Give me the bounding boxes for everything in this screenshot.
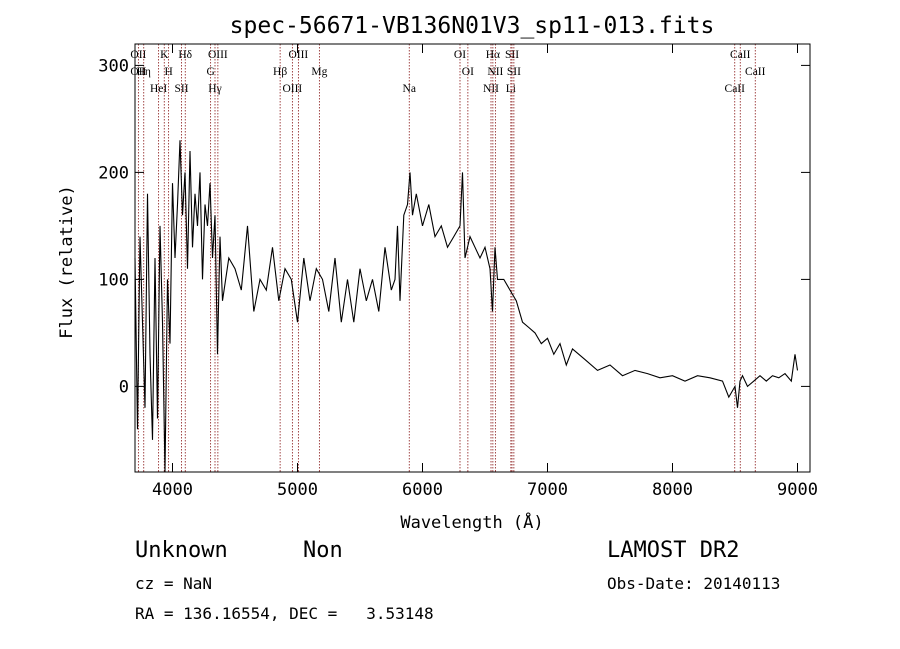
line-marker-label: OII (130, 66, 146, 78)
line-marker-label: Mg (311, 66, 327, 78)
x-axis-ticks: 4000 5000 6000 7000 8000 9000 (152, 44, 818, 500)
x-tick-label: 7000 (527, 480, 568, 500)
line-marker-label: CaII (730, 49, 751, 61)
sky-coordinates: RA = 136.16554, DEC = 3.53148 (135, 604, 434, 623)
y-tick-label: 0 (119, 377, 129, 397)
line-marker-label: CaII (725, 83, 746, 95)
line-marker-label: H (164, 66, 172, 78)
line-marker-label: Hβ (273, 66, 287, 78)
plot-frame (134, 43, 811, 473)
x-axis-label: Wavelength (Å) (400, 511, 543, 533)
object-class: Unknown (135, 538, 228, 563)
line-marker-label: CaII (745, 66, 766, 78)
spectrum-line (134, 140, 799, 473)
line-marker-label: SII (507, 66, 521, 78)
survey-name: LAMOST DR2 (607, 538, 740, 563)
y-tick-label: 200 (98, 163, 129, 183)
line-marker-label: Hη (137, 66, 151, 78)
x-tick-label: 4000 (152, 480, 193, 500)
redshift-cz: cz = NaN (135, 574, 213, 593)
line-marker-label: G (206, 66, 214, 78)
line-marker-label: OIII (288, 49, 308, 61)
spectrum-plot: spec-56671-VB136N01V3_sp11-013.fits OII O… (57, 13, 818, 533)
line-marker-label: OIII (282, 83, 302, 95)
line-marker-label: K (160, 49, 169, 61)
observation-date: Obs-Date: 20140113 (607, 574, 781, 593)
line-marker-label: OII (130, 49, 146, 61)
line-marker-label: HeI (150, 83, 167, 95)
y-axis-ticks: 0 100 200 300 (98, 56, 810, 397)
x-tick-label: 6000 (402, 480, 443, 500)
line-marker-label: OI (462, 66, 474, 78)
line-marker-label: Hδ (178, 49, 192, 61)
line-marker-label: SII (505, 49, 519, 61)
x-tick-label: 8000 (652, 480, 693, 500)
line-marker-label: Na (403, 83, 416, 95)
x-tick-label: 9000 (777, 480, 818, 500)
y-axis-label: Flux (relative) (57, 185, 77, 339)
y-tick-label: 300 (98, 56, 129, 76)
line-marker-label: Hα (486, 49, 500, 61)
line-marker-label: Li (506, 83, 516, 95)
chart-title: spec-56671-VB136N01V3_sp11-013.fits (230, 13, 715, 39)
line-marker-label: NII (483, 83, 499, 95)
line-marker-label: OIII (208, 49, 228, 61)
y-tick-label: 100 (98, 270, 129, 290)
line-marker-layer: OIIOIIHηHeIKHSIIHδGHγOIIIHβOIIIOIIIMgNaO… (130, 44, 766, 472)
line-marker-label: SII (174, 83, 188, 95)
object-subclass: Non (303, 538, 343, 563)
x-tick-label: 5000 (277, 480, 318, 500)
line-marker-label: Hγ (208, 83, 221, 95)
line-marker-label: NII (487, 66, 503, 78)
line-marker-label: OI (454, 49, 466, 61)
